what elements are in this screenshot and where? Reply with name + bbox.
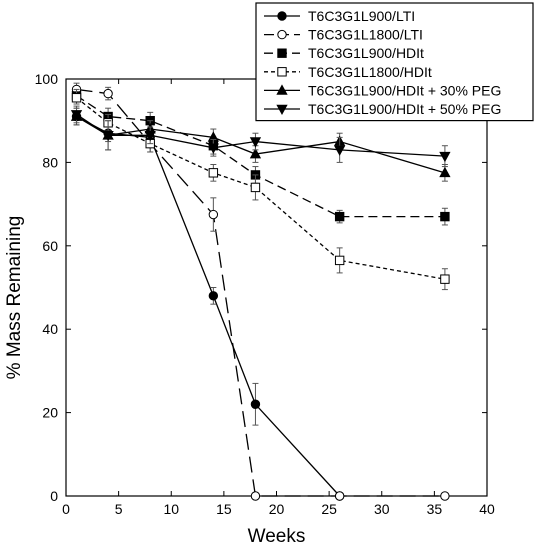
series-line [76,88,445,497]
data-point [439,151,451,163]
y-tick-label: 100 [35,71,59,87]
x-tick-label: 35 [427,501,443,517]
y-tick-label: 20 [42,405,58,421]
legend-marker [277,29,287,40]
data-point [440,211,450,222]
data-point [250,399,261,409]
data-point [440,491,450,501]
legend-label: T6C3G1L900/LTI [308,8,415,24]
series-line [76,97,446,280]
x-tick-label: 15 [216,501,232,517]
data-point [70,110,83,121]
data-point [71,93,82,103]
data-point [334,145,346,156]
data-point [439,166,451,178]
data-point [250,182,261,193]
series-line [76,115,446,174]
x-tick-label: 30 [374,501,390,517]
legend-marker [277,11,287,21]
plot-area [65,78,488,497]
legend-label: T6C3G1L900/HDIt [308,45,424,61]
x-tick-label: 25 [321,501,337,517]
series-line [76,115,341,497]
legend-label: T6C3G1L900/HDIt + 50% PEG [308,101,501,117]
data-point [250,491,261,501]
y-axis-title: % Mass Remaining [4,216,25,380]
x-tick-label: 0 [62,501,70,517]
data-point [249,148,262,159]
legend-label: T6C3G1L900/HDIt + 30% PEG [308,82,501,98]
axis-ticks: 0 5 10 15 20 25 30 35 40 0 20 40 60 80 100 [35,71,495,517]
y-tick-label: 80 [42,154,58,170]
x-tick-label: 5 [115,501,123,517]
series-5 [70,105,451,168]
legend-label: T6C3G1L1800/LTI [308,27,423,43]
legend-label: T6C3G1L1800/HDIt [308,64,432,80]
x-tick-label: 20 [269,501,285,517]
x-tick-label: 40 [479,501,495,517]
data-point [103,88,113,99]
data-point [334,491,345,501]
legend-marker [276,84,288,95]
data-point [144,130,156,142]
x-tick-label: 10 [163,501,179,517]
legend-marker [276,104,288,116]
data-point [207,143,219,154]
plot-border [65,78,488,497]
data-point [249,137,262,148]
y-tick-label: 40 [42,321,58,337]
data-series [70,82,451,501]
legend: T6C3G1L900/LTI T6C3G1L1800/LTI T6C3G1L900/… [255,2,534,122]
series-1 [71,82,450,501]
data-point [334,211,345,222]
y-tick-label: 60 [42,238,58,254]
x-axis-title: Weeks [248,526,306,547]
series-0 [71,107,345,501]
y-tick-label: 0 [50,488,58,504]
legend-marker [277,48,287,58]
data-point [208,168,219,178]
data-point [208,291,219,301]
data-point [102,130,114,142]
data-point [208,209,219,220]
legend-box [255,2,534,122]
data-point [440,274,450,284]
series-3 [71,91,450,291]
legend-marker [277,67,287,77]
data-point [334,255,345,266]
